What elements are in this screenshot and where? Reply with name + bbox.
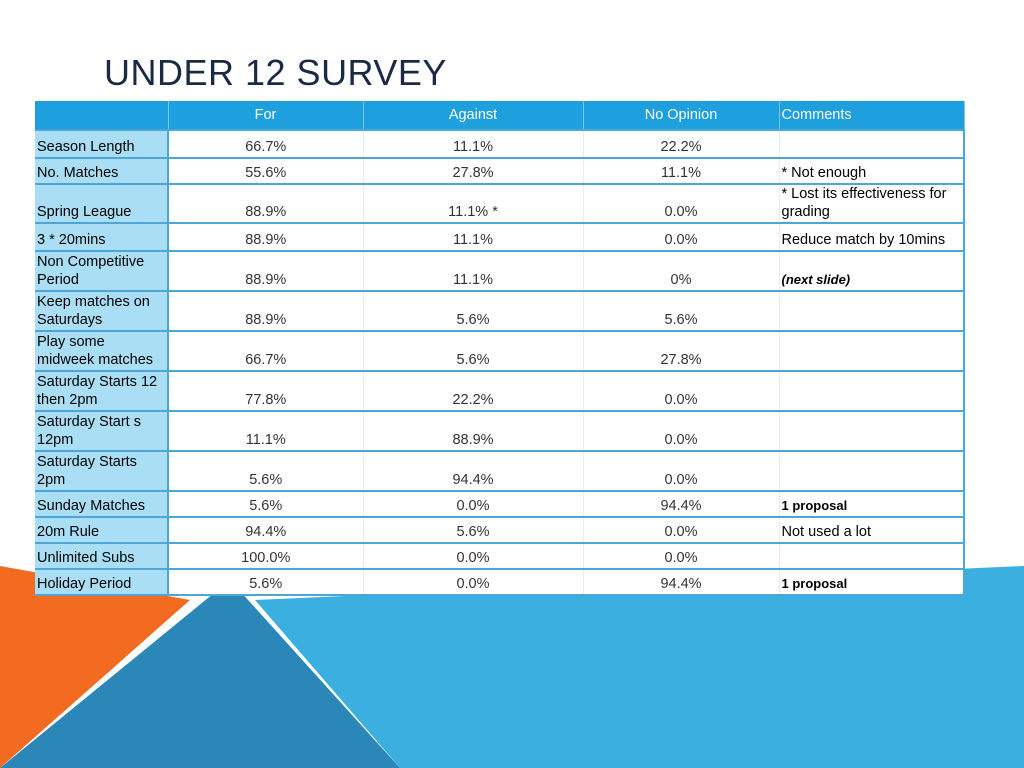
no-opinion-value: 27.8%	[583, 331, 780, 372]
row-label: Saturday Starts 2pm	[35, 451, 169, 492]
no-opinion-value: 5.6%	[583, 291, 780, 332]
comment-cell: 1 proposal	[778, 569, 965, 596]
comment-cell: Not used a lot	[778, 517, 965, 544]
comment-cell: 1 proposal	[778, 491, 965, 518]
comment-cell: * Lost its effectiveness for grading	[778, 184, 965, 224]
for-value: 11.1%	[168, 411, 364, 452]
comment-cell	[778, 291, 965, 332]
row-label: Unlimited Subs	[35, 543, 169, 570]
no-opinion-value: 0.0%	[583, 223, 780, 252]
no-opinion-value: 0.0%	[583, 543, 780, 570]
dark-blue-triangle-shape	[0, 580, 400, 768]
for-value: 77.8%	[168, 371, 364, 412]
table-row: Saturday Starts 12 then 2pm 77.8% 22.2% 0.0…	[35, 371, 965, 412]
for-value: 5.6%	[168, 451, 364, 492]
header-comments: Comments	[779, 101, 965, 131]
no-opinion-value: 0.0%	[583, 451, 780, 492]
table-row: No. Matches 55.6% 27.8% 11.1% * Not enough	[35, 158, 965, 185]
row-label: Saturday Start s 12pm	[35, 411, 169, 452]
header-against: Against	[363, 101, 584, 131]
row-label: No. Matches	[35, 158, 169, 185]
for-value: 88.9%	[168, 251, 364, 292]
for-value: 88.9%	[168, 184, 364, 224]
header-no-opinion: No Opinion	[583, 101, 780, 131]
header-for: For	[168, 101, 364, 131]
row-label: 20m Rule	[35, 517, 169, 544]
slide-title: UNDER 12 SURVEY	[104, 52, 447, 93]
table-row: Saturday Start s 12pm 11.1% 88.9% 0.0%	[35, 411, 965, 452]
against-value: 11.1%	[363, 223, 584, 252]
table-body: Season Length 66.7% 11.1% 22.2% No. Matches 5…	[35, 130, 965, 596]
against-value: 0.0%	[363, 491, 584, 518]
against-value: 11.1%	[363, 251, 584, 292]
against-value: 88.9%	[363, 411, 584, 452]
no-opinion-value: 0.0%	[583, 371, 780, 412]
no-opinion-value: 0.0%	[583, 517, 780, 544]
table-row: Sunday Matches 5.6% 0.0% 94.4% 1 proposal	[35, 491, 965, 518]
for-value: 66.7%	[168, 130, 364, 159]
row-label: Play some midweek matches	[35, 331, 169, 372]
for-value: 5.6%	[168, 491, 364, 518]
against-value: 94.4%	[363, 451, 584, 492]
row-label: 3 * 20mins	[35, 223, 169, 252]
comment-cell	[778, 543, 965, 570]
table-row: Keep matches on Saturdays 88.9% 5.6% 5.6%	[35, 291, 965, 332]
against-value: 11.1%	[363, 130, 584, 159]
row-label: Saturday Starts 12 then 2pm	[35, 371, 169, 412]
table-row: 3 * 20mins 88.9% 11.1% 0.0% Reduce match by …	[35, 223, 965, 252]
row-label: Non Competitive Period	[35, 251, 169, 292]
for-value: 100.0%	[168, 543, 364, 570]
comment-cell	[778, 331, 965, 372]
table-row: Season Length 66.7% 11.1% 22.2%	[35, 130, 965, 159]
row-label: Holiday Period	[35, 569, 169, 596]
table-row: Unlimited Subs 100.0% 0.0% 0.0%	[35, 543, 965, 570]
no-opinion-value: 11.1%	[583, 158, 780, 185]
against-value: 0.0%	[363, 543, 584, 570]
comment-cell	[778, 130, 965, 159]
comment-cell	[778, 411, 965, 452]
no-opinion-value: 22.2%	[583, 130, 780, 159]
for-value: 66.7%	[168, 331, 364, 372]
table-header-row: For Against No Opinion Comments	[35, 101, 965, 131]
comment-cell: * Not enough	[778, 158, 965, 185]
against-value: 27.8%	[363, 158, 584, 185]
no-opinion-value: 0.0%	[583, 411, 780, 452]
comment-cell	[778, 371, 965, 412]
header-empty	[35, 101, 169, 131]
against-value: 5.6%	[363, 331, 584, 372]
against-value: 22.2%	[363, 371, 584, 412]
orange-triangle-shape	[0, 566, 190, 768]
no-opinion-value: 94.4%	[583, 569, 780, 596]
row-label: Sunday Matches	[35, 491, 169, 518]
row-label: Keep matches on Saturdays	[35, 291, 169, 332]
row-label: Spring League	[35, 184, 169, 224]
for-value: 94.4%	[168, 517, 364, 544]
table-row: Saturday Starts 2pm 5.6% 94.4% 0.0%	[35, 451, 965, 492]
no-opinion-value: 0%	[583, 251, 780, 292]
against-value: 11.1% *	[363, 184, 584, 224]
table-row: Spring League 88.9% 11.1% * 0.0% * Lost its …	[35, 184, 965, 224]
row-label: Season Length	[35, 130, 169, 159]
against-value: 5.6%	[363, 291, 584, 332]
survey-table: For Against No Opinion Comments Season L…	[35, 101, 965, 596]
table-row: 20m Rule 94.4% 5.6% 0.0% Not used a lot	[35, 517, 965, 544]
for-value: 88.9%	[168, 291, 364, 332]
against-value: 5.6%	[363, 517, 584, 544]
for-value: 88.9%	[168, 223, 364, 252]
against-value: 0.0%	[363, 569, 584, 596]
no-opinion-value: 94.4%	[583, 491, 780, 518]
no-opinion-value: 0.0%	[583, 184, 780, 224]
comment-cell: (next slide)	[778, 251, 965, 292]
table-row: Play some midweek matches 66.7% 5.6% 27.8%	[35, 331, 965, 372]
table-row: Holiday Period 5.6% 0.0% 94.4% 1 proposal	[35, 569, 965, 596]
for-value: 5.6%	[168, 569, 364, 596]
comment-cell	[778, 451, 965, 492]
for-value: 55.6%	[168, 158, 364, 185]
table-row: Non Competitive Period 88.9% 11.1% 0% (next …	[35, 251, 965, 292]
light-blue-band-shape	[255, 566, 1024, 768]
comment-cell: Reduce match by 10mins	[778, 223, 965, 252]
